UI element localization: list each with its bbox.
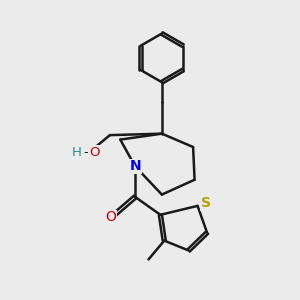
Text: -: - xyxy=(83,146,88,159)
Text: O: O xyxy=(105,211,116,224)
Text: O: O xyxy=(89,146,99,159)
Text: S: S xyxy=(201,196,211,210)
Text: H: H xyxy=(71,146,81,159)
Text: N: N xyxy=(129,159,141,173)
